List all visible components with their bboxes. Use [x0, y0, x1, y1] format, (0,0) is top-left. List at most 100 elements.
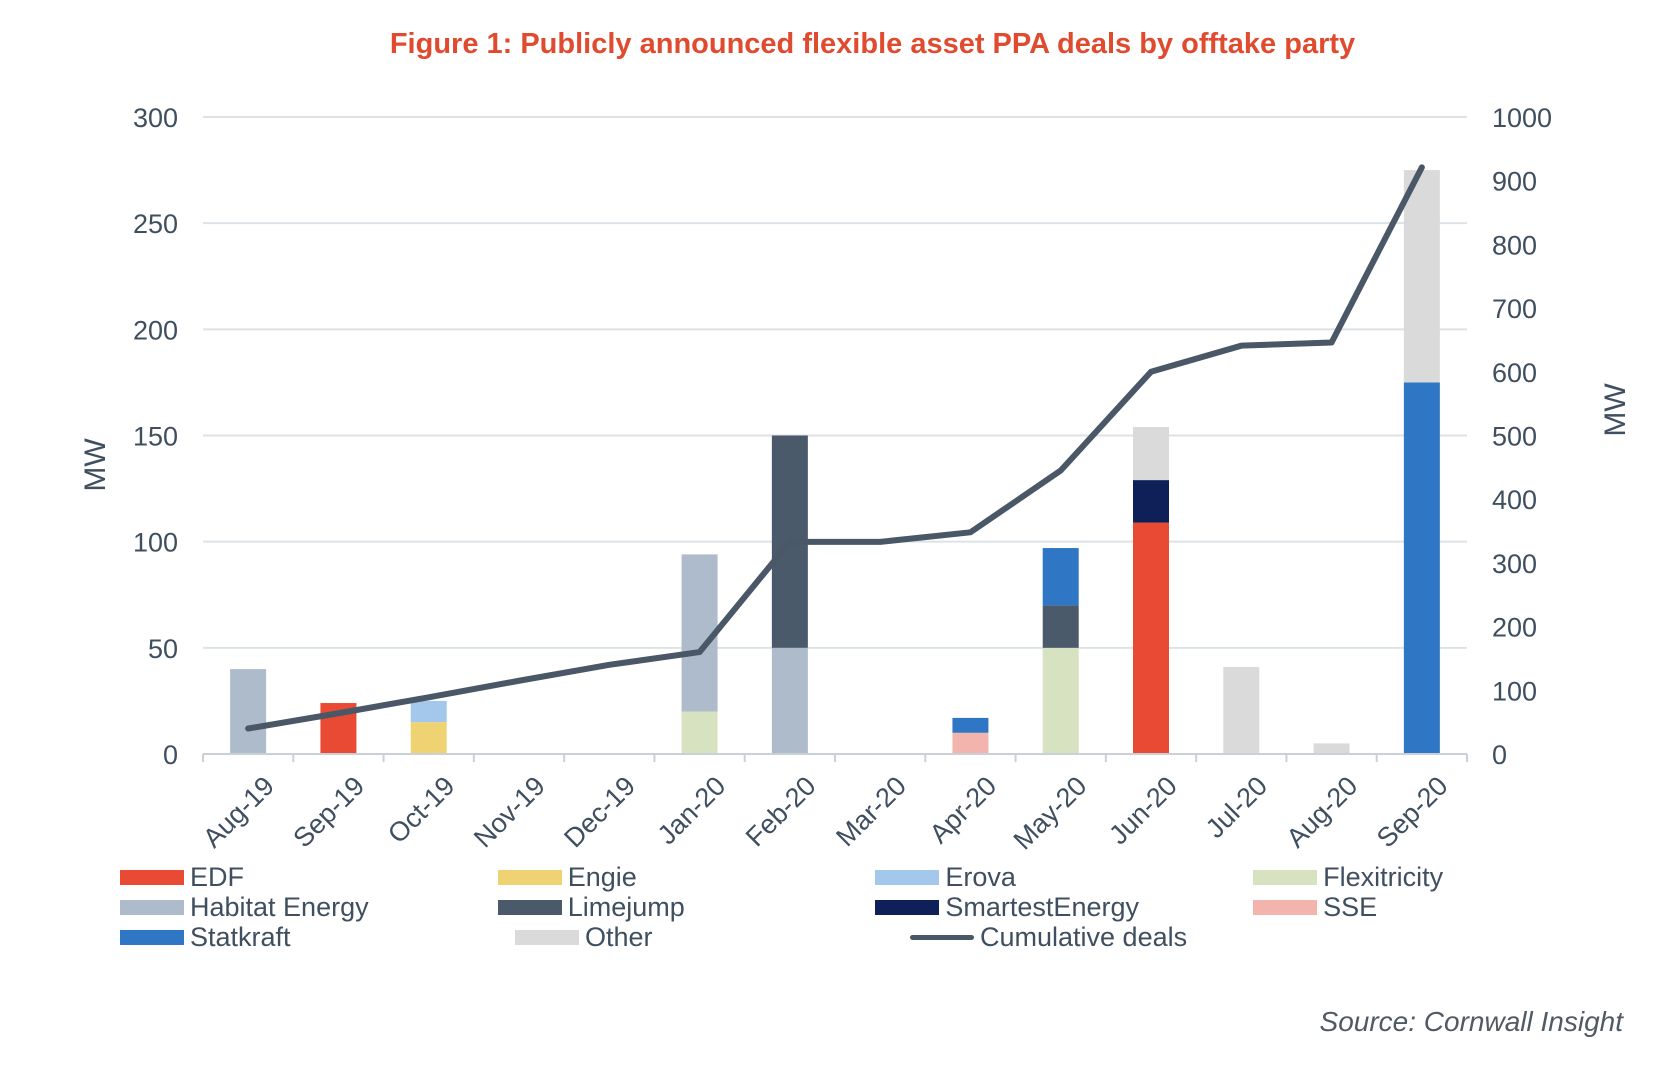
cumulative-line — [245, 164, 1425, 732]
cumulative-point — [969, 531, 972, 534]
bar-segment — [410, 700, 447, 723]
x-tick-label: Jan-20 — [652, 771, 732, 851]
bar-segment — [230, 669, 267, 754]
legend-row: Habitat Energy Limejump SmartestEnergy SSE — [120, 892, 1540, 922]
legend-row: EDF Engie Erova Flexitricity — [120, 862, 1540, 892]
y2-tick-label: 700 — [1492, 294, 1537, 324]
bar-segment — [1133, 480, 1169, 523]
legend-swatch — [497, 899, 562, 915]
cumulative-point — [427, 696, 430, 699]
legend-label: Other — [585, 921, 653, 952]
legend-item: SSE — [1253, 892, 1540, 923]
x-tick-label: Sep-19 — [287, 771, 370, 854]
legend-item: Flexitricity — [1253, 862, 1540, 893]
cumulative-point — [337, 712, 340, 715]
legend-swatch — [120, 929, 184, 945]
bar-segment — [1042, 548, 1079, 606]
legend-item: Habitat Energy — [120, 892, 498, 923]
legend-swatch — [497, 869, 562, 885]
cumulative-point — [1059, 469, 1062, 472]
bar-segment — [1042, 605, 1079, 648]
cumulative-point — [608, 663, 611, 666]
y-tick-label: 50 — [148, 634, 178, 664]
y2-tick-label: 300 — [1492, 549, 1537, 579]
y2-axis-title: MW — [1599, 383, 1632, 437]
bar-segment — [1042, 647, 1079, 754]
y2-tick-label: 800 — [1492, 230, 1537, 260]
bar-segment — [410, 722, 447, 754]
legend-item: SmartestEnergy — [875, 892, 1253, 923]
legend-item: Engie — [497, 861, 876, 893]
legend-item: Limejump — [497, 891, 876, 923]
y-axis-title: MW — [79, 438, 112, 492]
source-note: Source: Cornwall Insight — [1319, 1006, 1623, 1037]
cumulative-point — [879, 540, 882, 543]
x-tick-label: Jul-20 — [1200, 771, 1273, 844]
y-tick-label: 100 — [133, 528, 178, 558]
legend-label: Flexitricity — [1323, 861, 1444, 892]
cumulative-point — [1150, 370, 1152, 373]
bar-segment — [1403, 382, 1440, 754]
cumulative-point — [788, 540, 791, 543]
chart-title: Figure 1: Publicly announced flexible as… — [389, 28, 1356, 60]
x-tick-label: Sep-20 — [1371, 771, 1454, 854]
cumulative-point — [1420, 166, 1423, 169]
bar-stacks — [230, 170, 1440, 754]
legend-item: Cumulative deals — [910, 922, 1210, 953]
y2-tick-label: 0 — [1492, 740, 1507, 770]
x-tick-label: Mar-20 — [830, 771, 912, 853]
y-tick-label: 300 — [133, 103, 178, 133]
cumulative-point — [1240, 344, 1243, 347]
legend-label: EDF — [190, 861, 244, 892]
x-tick-label: Jun-20 — [1103, 771, 1183, 851]
legend-item: Erova — [875, 862, 1253, 893]
y2-tick-label: 500 — [1492, 422, 1537, 452]
legend-label: Engie — [567, 861, 637, 892]
legend-swatch — [120, 869, 184, 885]
bar-segment — [1313, 743, 1350, 754]
cumulative-line-layer — [245, 164, 1425, 732]
legend-swatch — [1253, 869, 1318, 885]
y2-tick-label: 400 — [1492, 485, 1537, 515]
legend-swatch — [120, 899, 184, 915]
legend: EDF Engie Erova Flexitricity Habitat Energy L… — [120, 862, 1540, 952]
legend-label: Erova — [945, 861, 1016, 892]
legend-item: EDF — [120, 862, 498, 893]
cumulative-point — [698, 651, 701, 654]
x-tick-label: May-20 — [1008, 771, 1093, 856]
legend-label: Cumulative deals — [980, 921, 1188, 952]
x-tick-label: Nov-19 — [468, 771, 551, 854]
bar-segment — [1223, 666, 1260, 754]
legend-swatch — [875, 869, 940, 885]
gridlines — [203, 116, 1467, 649]
legend-label: SmartestEnergy — [945, 891, 1139, 922]
bar-segment — [771, 647, 808, 754]
bar-segment — [952, 732, 989, 754]
y2-tick-label: 900 — [1492, 167, 1537, 197]
legend-row: Statkraft Other Cumulative deals — [120, 922, 1540, 952]
legend-label: Limejump — [567, 891, 685, 922]
legend-swatch — [515, 929, 579, 945]
cumulative-point — [247, 727, 250, 730]
x-tick-label: Apr-20 — [924, 771, 1003, 850]
bar-segment — [952, 717, 989, 733]
bar-segment — [681, 711, 718, 754]
y2-tick-label: 1000 — [1492, 103, 1552, 133]
legend-item: Statkraft — [120, 922, 515, 953]
x-tick-label: Feb-20 — [740, 771, 822, 853]
cumulative-point — [1330, 341, 1333, 344]
y2-tick-label: 600 — [1492, 358, 1537, 388]
legend-item: Other — [515, 922, 910, 953]
legend-swatch — [910, 934, 974, 940]
legend-label: Habitat Energy — [190, 891, 369, 922]
y-tick-label: 200 — [133, 315, 178, 345]
y2-tick-label: 200 — [1492, 613, 1537, 643]
bar-segment — [1133, 427, 1169, 481]
legend-label: SSE — [1323, 891, 1378, 922]
x-tick-label: Oct-19 — [382, 771, 461, 850]
legend-label: Statkraft — [190, 921, 291, 952]
y-tick-label: 250 — [133, 209, 178, 239]
legend-swatch — [1253, 899, 1318, 915]
x-tick-label: Aug-20 — [1281, 771, 1364, 854]
